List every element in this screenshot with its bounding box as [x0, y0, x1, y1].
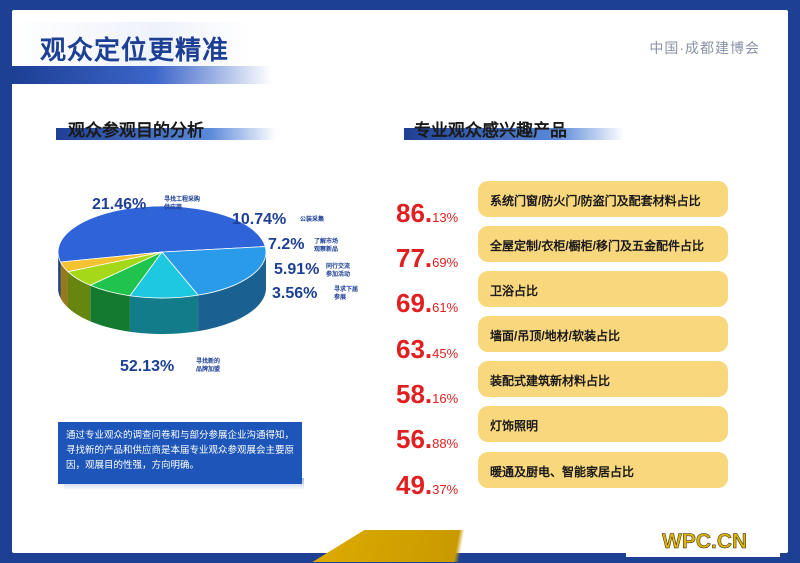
section-bar-left [56, 128, 276, 140]
pie-series-label: 寻找新的品牌加盟 [196, 359, 221, 373]
pie-series-label: 公装采集 [300, 217, 325, 223]
pie-slice-side [60, 262, 68, 308]
watermark: WPC.CN [626, 527, 780, 557]
pie-series-label: 寻找工程采购供应商 [164, 197, 201, 211]
pie-series-label: 同行交流参加活动 [326, 264, 351, 278]
pie-slice-side [129, 295, 199, 334]
pie-series-label: 寻求下届参展 [334, 287, 359, 301]
product-percent: 69.61% [396, 288, 459, 318]
pie-series-label: 了解市场观察新品 [314, 239, 339, 253]
pie-value-label: 21.46% [92, 196, 147, 213]
pie-chart [57, 205, 267, 334]
product-percent: 63.45% [396, 334, 459, 364]
pie-value-label: 3.56% [272, 285, 318, 302]
product-percent: 77.69% [396, 243, 459, 273]
page-title: 观众定位更精准 [40, 35, 230, 65]
pie-slice-side [58, 254, 61, 299]
summary-note: 通过专业观众的调查问卷和与部分参展企业沟通得知，寻找新的产品和供应商是本届专业观… [58, 422, 302, 484]
product-percent: 56.88% [396, 424, 459, 454]
pie-value-label: 52.13% [120, 358, 175, 375]
brand-logo-text: 中国·成都建博会 [649, 40, 760, 56]
product-pill: 系统门窗/防火门/防盗门及配套材料占比 [478, 181, 728, 217]
pie-slice [59, 251, 163, 273]
product-pill: 卫浴占比 [478, 271, 728, 307]
product-percent: 58.16% [396, 379, 459, 409]
product-pill: 灯饰照明 [478, 406, 728, 442]
pie-value-label: 7.2% [268, 236, 305, 253]
pie-value-label: 10.74% [232, 211, 287, 228]
product-percent: 49.37% [396, 470, 459, 500]
product-pill: 装配式建筑新材料占比 [478, 361, 728, 397]
section-title-right: 专业观众感兴趣产品 [414, 121, 567, 140]
pie-slice-side [198, 252, 266, 332]
product-pill: 墙面/吊顶/地材/软装占比 [478, 316, 728, 352]
section-title-left: 观众参观目的分析 [68, 121, 204, 140]
pie-slice-side [67, 271, 91, 322]
pie-slice [129, 251, 199, 299]
product-pill: 全屋定制/衣柜/橱柜/移门及五金配件占比 [478, 226, 728, 262]
title-stripe [12, 66, 272, 84]
product-pill: 暖通及厨电、智能家居占比 [478, 452, 728, 488]
section-bar-right [404, 128, 624, 140]
pie-slice [57, 205, 266, 263]
pie-slice-side [90, 285, 130, 332]
pie-value-label: 5.91% [274, 261, 320, 278]
product-percent: 86.13% [396, 198, 459, 228]
